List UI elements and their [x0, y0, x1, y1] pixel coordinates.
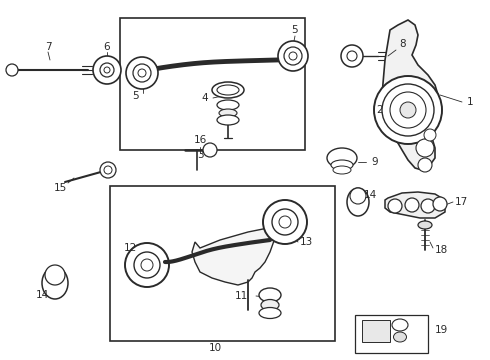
Bar [355, 315, 428, 353]
Circle shape [134, 252, 160, 278]
Ellipse shape [217, 85, 239, 95]
Ellipse shape [259, 288, 281, 302]
Circle shape [374, 76, 442, 144]
Text: 8: 8 [400, 39, 406, 49]
Ellipse shape [392, 319, 408, 331]
Ellipse shape [347, 188, 369, 216]
Text: 19: 19 [435, 325, 448, 335]
Circle shape [6, 64, 18, 76]
Text: 14: 14 [35, 290, 49, 300]
Polygon shape [192, 228, 275, 285]
Circle shape [45, 265, 65, 285]
Circle shape [125, 243, 169, 287]
Text: 6: 6 [104, 42, 110, 52]
Circle shape [421, 199, 435, 213]
Text: 2: 2 [377, 105, 383, 115]
Circle shape [400, 102, 416, 118]
Circle shape [416, 139, 434, 157]
Circle shape [350, 188, 366, 204]
Ellipse shape [327, 148, 357, 168]
Text: 9: 9 [372, 157, 378, 167]
Circle shape [341, 45, 363, 67]
Ellipse shape [219, 109, 237, 117]
Text: 10: 10 [208, 343, 221, 353]
Circle shape [390, 92, 426, 128]
Text: 5: 5 [292, 25, 298, 35]
Circle shape [100, 63, 114, 77]
Text: 4: 4 [202, 93, 208, 103]
Ellipse shape [261, 300, 279, 310]
Bar [110, 186, 335, 341]
Text: 12: 12 [123, 243, 137, 253]
Ellipse shape [217, 115, 239, 125]
Circle shape [272, 209, 298, 235]
Circle shape [93, 56, 121, 84]
Ellipse shape [212, 82, 244, 98]
Circle shape [347, 51, 357, 61]
Bar [362, 320, 390, 342]
Circle shape [141, 259, 153, 271]
Circle shape [405, 198, 419, 212]
Circle shape [433, 197, 447, 211]
Ellipse shape [331, 160, 353, 170]
Circle shape [279, 216, 291, 228]
Circle shape [382, 84, 434, 136]
Circle shape [203, 143, 217, 157]
Circle shape [263, 200, 307, 244]
Circle shape [104, 166, 112, 174]
Text: 3: 3 [196, 150, 203, 160]
Circle shape [278, 41, 308, 71]
Text: 17: 17 [455, 197, 468, 207]
Text: 18: 18 [435, 245, 448, 255]
Ellipse shape [42, 267, 68, 299]
Text: 14: 14 [364, 190, 377, 200]
Circle shape [284, 47, 302, 65]
Ellipse shape [333, 166, 351, 174]
Circle shape [289, 52, 297, 60]
Circle shape [100, 162, 116, 178]
Circle shape [388, 199, 402, 213]
Text: 13: 13 [300, 237, 313, 247]
Ellipse shape [418, 221, 432, 229]
Polygon shape [382, 20, 438, 170]
Text: 11: 11 [235, 291, 248, 301]
Circle shape [418, 158, 432, 172]
Circle shape [133, 64, 151, 82]
Text: 16: 16 [194, 135, 207, 145]
Ellipse shape [393, 332, 407, 342]
Ellipse shape [217, 100, 239, 110]
Circle shape [104, 67, 110, 73]
Circle shape [424, 129, 436, 141]
Ellipse shape [259, 307, 281, 319]
Circle shape [126, 57, 158, 89]
Circle shape [138, 69, 146, 77]
Bar [120, 18, 305, 150]
Text: 15: 15 [53, 183, 67, 193]
Text: 5: 5 [132, 91, 138, 101]
Polygon shape [385, 192, 445, 218]
Text: 1: 1 [466, 97, 473, 107]
Text: 7: 7 [45, 42, 51, 52]
